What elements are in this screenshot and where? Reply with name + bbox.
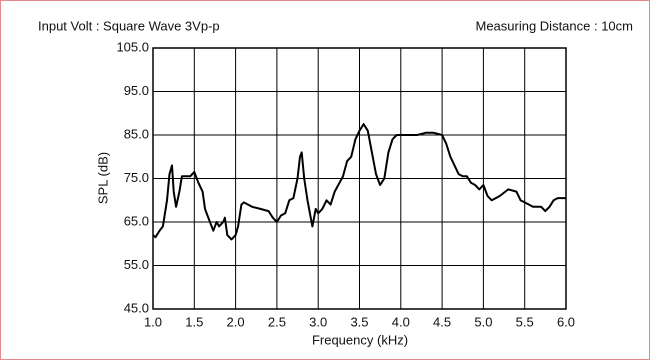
y-tick-label: 105.0 bbox=[116, 39, 149, 54]
annotation-right: Measuring Distance : 10cm bbox=[475, 18, 633, 33]
y-tick-label: 65.0 bbox=[124, 213, 149, 228]
x-tick-label: 5.0 bbox=[474, 314, 492, 329]
x-tick-label: 1.0 bbox=[144, 314, 162, 329]
y-tick-label: 95.0 bbox=[124, 83, 149, 98]
y-tick-label: 45.0 bbox=[124, 300, 149, 315]
x-tick-label: 6.0 bbox=[557, 314, 575, 329]
x-tick-label: 2.0 bbox=[227, 314, 245, 329]
plot-frame bbox=[152, 47, 567, 310]
x-tick-label: 4.5 bbox=[433, 314, 451, 329]
x-tick-label: 1.5 bbox=[185, 314, 203, 329]
x-tick-label: 3.5 bbox=[350, 314, 368, 329]
x-tick-label: 5.5 bbox=[516, 314, 534, 329]
spl-curve bbox=[152, 123, 566, 241]
x-axis-label: Frequency (kHz) bbox=[312, 332, 408, 347]
x-tick-label: 4.0 bbox=[392, 314, 410, 329]
y-tick-label: 85.0 bbox=[124, 126, 149, 141]
annotation-left: Input Volt : Square Wave 3Vp-p bbox=[38, 18, 220, 33]
y-tick-label: 75.0 bbox=[124, 170, 149, 185]
x-tick-label: 2.5 bbox=[268, 314, 286, 329]
y-tick-label: 55.0 bbox=[124, 257, 149, 272]
x-tick-label: 3.0 bbox=[309, 314, 327, 329]
y-axis-label: SPL (dB) bbox=[95, 152, 110, 204]
